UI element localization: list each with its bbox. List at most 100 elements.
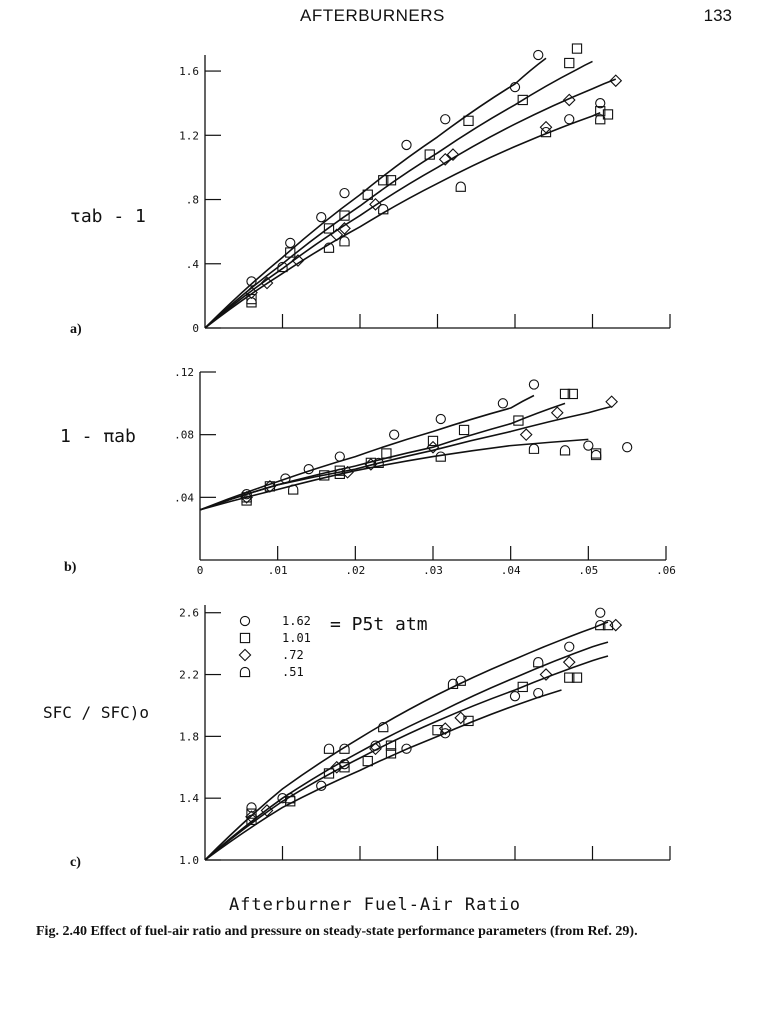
data-point-square: [559, 388, 571, 400]
data-point-square: [517, 94, 528, 106]
data-point-circle: [316, 780, 327, 791]
data-point-circle: [316, 212, 327, 223]
panel-b-label: b): [64, 560, 77, 575]
data-point-circle: [509, 81, 521, 93]
data-point-diamond: [260, 276, 274, 290]
data-point-dshape: [447, 678, 459, 689]
data-point-circle: [583, 440, 594, 451]
fit-curve-dshape: [204, 112, 601, 329]
data-point-dshape: [595, 114, 606, 125]
panel-c-markers: [245, 607, 623, 825]
panel-a-label: a): [70, 322, 82, 337]
data-point-circle: [440, 114, 451, 125]
data-point-diamond: [260, 804, 274, 817]
data-point-square: [339, 210, 350, 221]
data-point-circle: [334, 451, 345, 462]
fit-curve-dshape: [204, 621, 609, 861]
data-point-dshape: [334, 468, 345, 479]
panel-a-fit-curves: [204, 57, 617, 329]
y-tick-label: .08: [174, 429, 194, 442]
data-point-circle: [246, 276, 257, 287]
data-point-circle: [564, 641, 575, 652]
y-tick-label: 0: [192, 322, 199, 335]
page-number: 133: [703, 6, 732, 25]
data-point-diamond: [550, 406, 564, 420]
data-point-diamond: [245, 286, 258, 300]
data-point-dshape: [455, 181, 466, 192]
data-point-dshape: [246, 814, 257, 825]
data-point-circle: [389, 429, 400, 440]
panel-c: 1.0 1.4 1.8 2.2 2.6 SFC / SFC)o c) 1.62 1.01.…: [43, 605, 671, 870]
data-point-dshape: [288, 484, 299, 495]
x-tick-label: .01: [268, 564, 288, 577]
data-point-square: [285, 247, 296, 258]
data-point-square: [564, 57, 575, 69]
data-point-square: [595, 106, 606, 117]
data-point-square: [323, 768, 335, 779]
data-point-dshape: [590, 449, 602, 461]
fit-curve-circle: [199, 394, 535, 511]
data-point-diamond: [519, 428, 533, 442]
legend-marker-square: [239, 632, 251, 644]
panel-b: .04 .08 .12 0 .01 .02 .03 .04 .05 .06 1 - πab b): [60, 366, 676, 577]
data-point-circle: [440, 728, 451, 739]
data-point-dshape: [339, 743, 350, 754]
data-point-diamond: [605, 395, 619, 409]
data-point-square: [513, 415, 524, 426]
data-point-diamond: [446, 148, 460, 161]
data-point-diamond: [438, 722, 452, 736]
legend-label: 1.01: [282, 631, 311, 645]
panel-b-ylabel: 1 - πab: [60, 426, 136, 447]
fit-curve-circle: [204, 57, 547, 329]
y-tick-label: 1.6: [179, 65, 199, 78]
data-point-dshape: [455, 675, 466, 686]
data-point-square: [264, 481, 276, 492]
x-tick-label: 0: [197, 564, 204, 577]
data-point-square: [385, 748, 397, 759]
data-point-circle: [622, 442, 633, 453]
data-point-diamond: [426, 440, 440, 454]
data-point-diamond: [539, 120, 553, 134]
data-point-square: [385, 175, 397, 186]
data-point-dshape: [323, 242, 335, 253]
data-point-square: [458, 424, 470, 436]
y-tick-label: 2.2: [179, 669, 199, 682]
data-point-square: [571, 672, 583, 683]
data-point-square: [424, 149, 435, 160]
fit-curve-square: [204, 641, 609, 861]
data-point-square: [463, 115, 474, 126]
data-point-dshape: [595, 620, 606, 631]
data-point-diamond: [562, 655, 576, 669]
legend-label: .72: [282, 648, 304, 662]
data-point-circle: [435, 413, 446, 425]
data-point-square: [362, 189, 373, 200]
data-point-dshape: [435, 451, 446, 462]
data-point-circle: [339, 187, 350, 199]
data-point-diamond: [240, 490, 253, 504]
data-point-circle: [528, 379, 540, 390]
data-point-diamond: [263, 479, 277, 493]
figure-caption: Fig. 2.40 Effect of fuel-air ratio and p…: [36, 924, 638, 939]
data-point-square: [602, 109, 614, 120]
data-point-dshape: [277, 261, 288, 273]
data-point-diamond: [338, 222, 351, 235]
fit-curve-circle: [204, 655, 609, 861]
data-point-square: [427, 435, 439, 447]
data-point-square: [564, 672, 575, 683]
data-point-diamond: [454, 711, 468, 725]
data-point-circle: [246, 802, 257, 813]
data-point-square: [246, 293, 257, 305]
data-point-dshape: [378, 204, 389, 215]
data-point-circle: [509, 691, 521, 702]
legend: 1.62 1.01 .72 .51: [238, 614, 311, 679]
panel-c-ylabel-text: SFC / SFC)o: [43, 703, 149, 722]
data-point-dshape: [528, 443, 540, 454]
y-tick-label: .04: [174, 491, 194, 504]
x-axis-label: Afterburner Fuel-Air Ratio: [229, 895, 521, 915]
data-point-square: [319, 470, 330, 481]
fit-curve-square: [199, 402, 566, 511]
data-point-square: [378, 175, 389, 186]
y-tick-label: .8: [186, 194, 199, 207]
fit-curve-diamond: [199, 405, 612, 511]
